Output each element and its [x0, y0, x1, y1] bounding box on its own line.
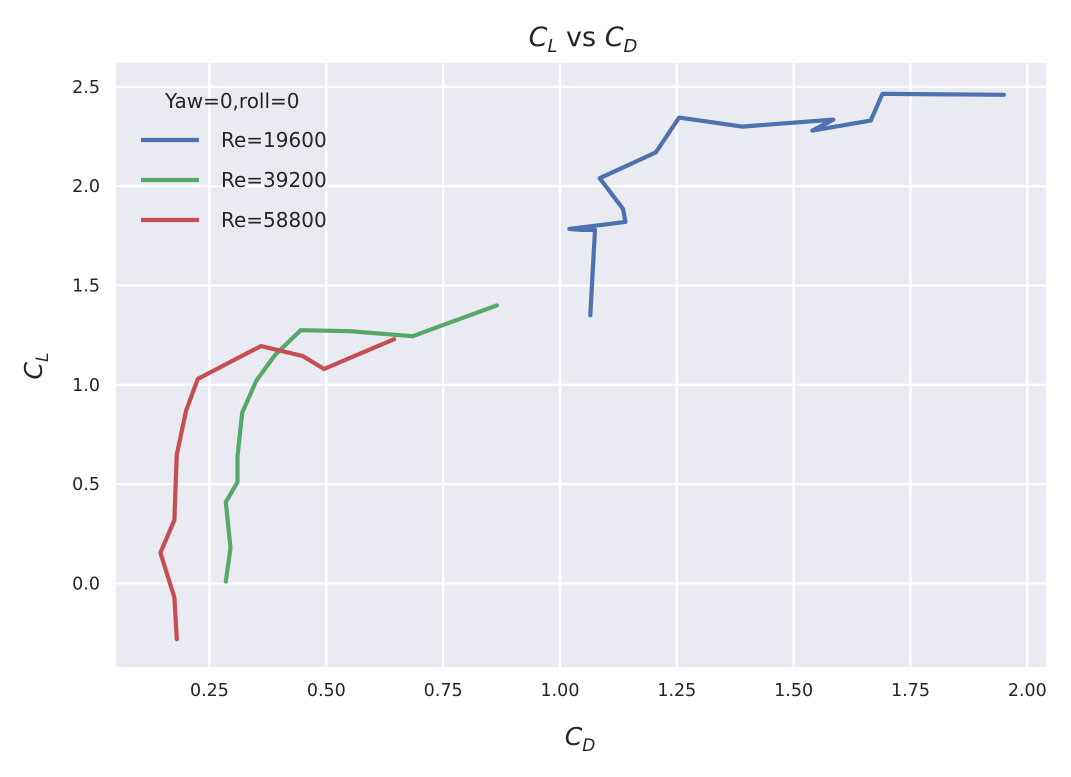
- y-tick-label: 2.5: [72, 78, 100, 98]
- series-line-re-19600: [567, 91, 1007, 318]
- plot-area-background: [116, 63, 1046, 667]
- legend: Yaw=0,roll=0 Re=19600 Re=39200 Re=58800: [141, 89, 327, 232]
- x-tick-label: 1.50: [774, 681, 813, 701]
- title-a-sub: L: [547, 36, 557, 57]
- legend-label: Re=58800: [221, 208, 327, 232]
- x-tick-label: 0.50: [307, 681, 346, 701]
- x-tick-label: 1.00: [540, 681, 579, 701]
- series-line-re-58800: [158, 337, 397, 642]
- y-tick-label: 0.0: [72, 575, 100, 595]
- x-axis-label-sub: D: [582, 736, 595, 756]
- series-line-re-39200: [223, 303, 499, 584]
- title-a-main: C: [529, 22, 548, 53]
- x-tick-label: 1.25: [657, 681, 696, 701]
- x-tick-label: 0.75: [424, 681, 463, 701]
- title-mid: vs: [557, 22, 604, 53]
- tick-layer: 0.25 0.50 0.75 1.00 1.25 1.50 1.75 2.00 0.0 0.5 1.…: [72, 78, 1047, 701]
- x-axis-label: CD: [565, 722, 596, 756]
- y-axis-label-sub: L: [33, 353, 53, 362]
- legend-title: Yaw=0,roll=0: [164, 89, 300, 113]
- chart-title: CL vs CD: [529, 22, 638, 57]
- series-layer: [158, 91, 1007, 642]
- x-axis-label-main: C: [565, 722, 583, 751]
- x-tick-label: 2.00: [1008, 681, 1047, 701]
- title-b-sub: D: [624, 36, 638, 57]
- x-tick-label: 0.25: [190, 681, 229, 701]
- y-tick-label: 1.0: [72, 376, 100, 396]
- title-b-main: C: [605, 22, 624, 53]
- grid-layer: [116, 63, 1046, 667]
- y-tick-label: 1.5: [72, 277, 100, 297]
- y-axis-label: CL: [19, 353, 53, 380]
- x-tick-label: 1.75: [891, 681, 930, 701]
- legend-label: Re=19600: [221, 128, 327, 152]
- legend-label: Re=39200: [221, 168, 327, 192]
- y-tick-label: 0.5: [72, 475, 100, 495]
- y-axis-label-main: C: [19, 361, 48, 379]
- y-tick-label: 2.0: [72, 177, 100, 197]
